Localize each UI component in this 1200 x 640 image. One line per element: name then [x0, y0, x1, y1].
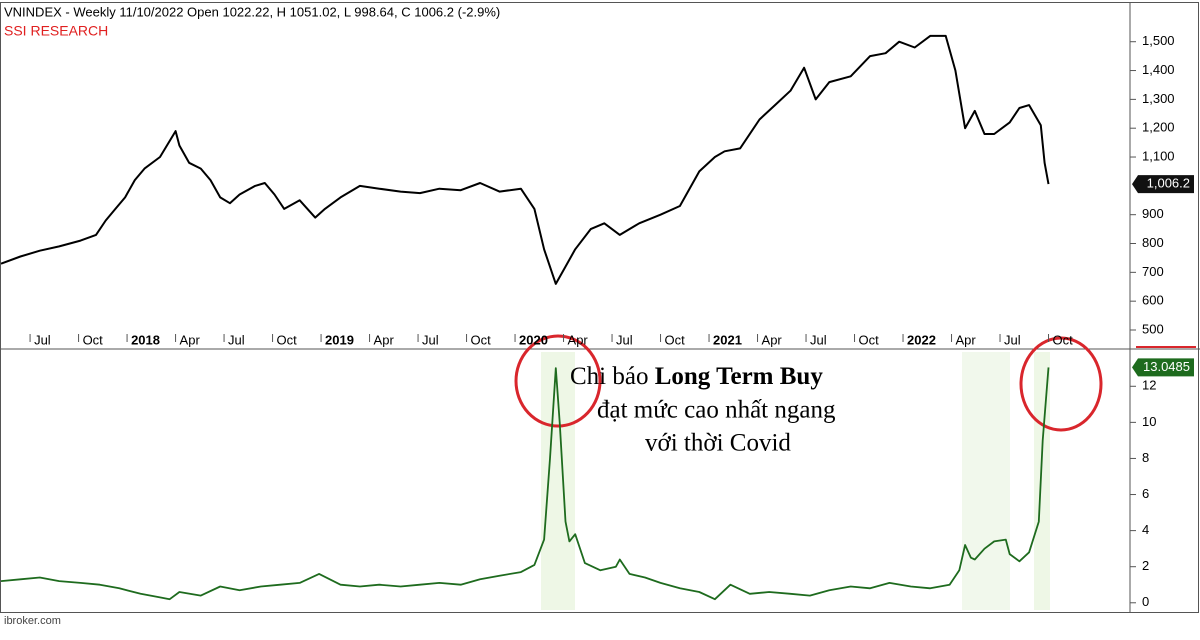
x-tick-label: Oct — [83, 332, 104, 347]
price-tag-label: 1,006.2 — [1147, 176, 1190, 191]
y-tick-label: 1,200 — [1142, 120, 1175, 135]
y-tick-label: 700 — [1142, 264, 1164, 279]
x-tick-label: Oct — [471, 332, 492, 347]
y-tick-label: 8 — [1142, 450, 1149, 465]
x-tick-label: Jul — [34, 332, 51, 347]
y-tick-label: 2 — [1142, 558, 1149, 573]
y-tick-label: 4 — [1142, 522, 1149, 537]
value-tag — [1132, 358, 1194, 377]
chart-subtitle: SSI RESEARCH — [4, 23, 108, 39]
signal-band — [1034, 352, 1050, 610]
x-tick-label: Apr — [374, 332, 395, 347]
x-tick-label: Apr — [762, 332, 783, 347]
x-tick-label: Apr — [568, 332, 589, 347]
x-tick-label: 2022 — [907, 332, 936, 347]
x-tick-label: Apr — [956, 332, 977, 347]
source: ibroker.com — [4, 615, 61, 627]
x-tick-label: Oct — [1053, 332, 1074, 347]
y-tick-label: 12 — [1142, 378, 1156, 393]
x-tick-label: 2018 — [131, 332, 160, 347]
x-tick-label: Jul — [810, 332, 827, 347]
x-tick-label: Apr — [180, 332, 201, 347]
price-tag — [1132, 175, 1194, 194]
x-tick-label: 2020 — [519, 332, 548, 347]
y-tick-label: 1,500 — [1142, 33, 1175, 48]
y-tick-label: 1,100 — [1142, 148, 1175, 163]
y-tick-label: 10 — [1142, 414, 1156, 429]
x-tick-label: Jul — [422, 332, 439, 347]
annotation-text: Chi báo — [570, 363, 655, 390]
x-tick-label: Jul — [616, 332, 633, 347]
x-tick-label: Jul — [1004, 332, 1021, 347]
x-tick-label: 2021 — [713, 332, 742, 347]
x-tick-label: 2019 — [325, 332, 354, 347]
x-tick-label: Oct — [665, 332, 686, 347]
annotation-line: với thời Covid — [645, 430, 791, 457]
y-tick-label: 800 — [1142, 235, 1164, 250]
frame — [0, 2, 1199, 613]
highlight-circle — [1019, 336, 1103, 432]
y-tick-label: 600 — [1142, 293, 1164, 308]
annotation: Chi báo Long Term Buy — [570, 363, 823, 390]
annotation-line: đạt mức cao nhất ngang — [597, 397, 836, 424]
x-tick-label: Oct — [859, 332, 880, 347]
y-tick-label: 500 — [1142, 321, 1164, 336]
x-tick-label: Oct — [277, 332, 298, 347]
series-line — [0, 367, 1050, 601]
annotation-bold: Long Term Buy — [655, 363, 824, 390]
chart-title: VNINDEX - Weekly 11/10/2022 Open 1022.22… — [4, 4, 500, 19]
y-tick-label: 0 — [1142, 594, 1149, 609]
signal-band — [962, 352, 1010, 610]
value-tag-label: 13.0485 — [1143, 359, 1190, 374]
series-line — [0, 34, 1050, 285]
y-tick-label: 6 — [1142, 486, 1149, 501]
y-tick-label: 1,300 — [1142, 91, 1175, 106]
y-tick-label: 900 — [1142, 206, 1164, 221]
x-tick-label: Jul — [228, 332, 245, 347]
highlight-circle — [514, 334, 602, 428]
y-tick-label: 1,400 — [1142, 62, 1175, 77]
